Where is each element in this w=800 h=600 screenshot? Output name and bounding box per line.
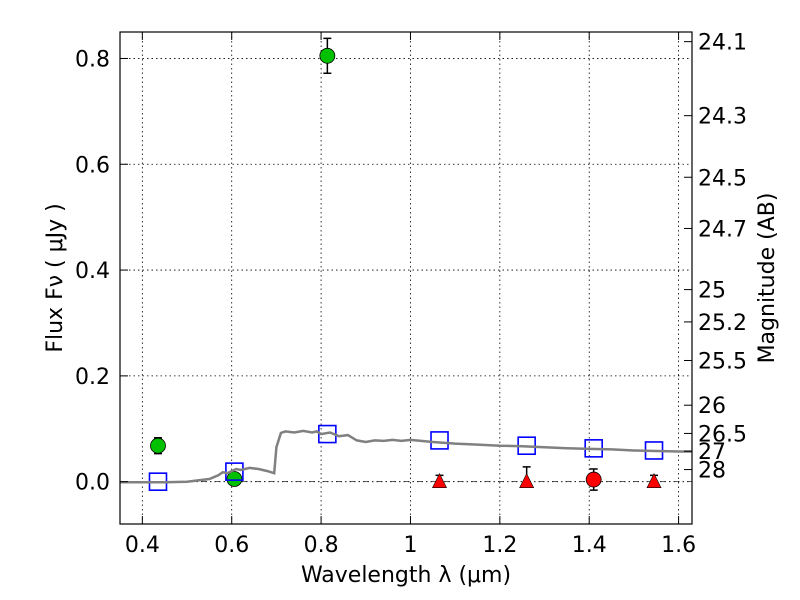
y-tick-label: 0.0 [75, 471, 110, 496]
upper-limit-triangle [432, 473, 448, 488]
mag-tick-label: 25 [698, 279, 726, 304]
data-point-circle [226, 471, 243, 487]
y2-axis-label: Magnitude (AB) [755, 193, 780, 364]
x-axis-label: Wavelength λ (μm) [301, 563, 511, 588]
mag-tick-label: 24.5 [698, 166, 747, 191]
mag-tick-label: 24.7 [698, 217, 747, 242]
data-point-circle [319, 47, 336, 64]
axes-frame [119, 31, 693, 525]
x-tick-label: 1.2 [482, 533, 517, 558]
y-tick-label: 0.2 [75, 365, 110, 390]
x-tick-label: 0.8 [304, 533, 339, 558]
x-tick-label: 1.4 [572, 533, 607, 558]
mag-tick-label: 26 [698, 394, 726, 419]
x-tick-label: 0.6 [214, 533, 249, 558]
mag-tick-label: 24.1 [698, 31, 747, 56]
mag-tick-label: 27 [698, 440, 726, 465]
mag-tick-label: 25.5 [698, 349, 747, 374]
model-flux-square [430, 431, 449, 450]
y-tick-label: 0.4 [75, 259, 110, 284]
ticks [120, 32, 692, 524]
y-axis-label: Flux Fν ( μJy ) [43, 203, 68, 352]
mag-tick-label: 25.2 [698, 311, 747, 336]
mag-tick-label: 28 [698, 459, 726, 484]
tick-labels: 0.4 0.6 0.8 1 1.2 1.4 1.6 0.0 0.2 0.4 0.6 0.8 24.1 24… [75, 31, 747, 558]
upper-limit-triangle [519, 473, 535, 488]
upper-limit-triangle [646, 473, 662, 488]
x-tick-label: 0.4 [125, 533, 160, 558]
model-spectrum-line [120, 429, 692, 484]
plot-area [120, 37, 692, 491]
x-tick-label: 1 [403, 533, 417, 558]
data-point-circle [585, 471, 602, 488]
data-point-circle [150, 437, 166, 454]
mag-tick-label: 26.5 [698, 422, 747, 447]
y-tick-label: 0.8 [75, 47, 110, 72]
y-tick-label: 0.6 [75, 153, 110, 178]
mag-tick-label: 24.3 [698, 105, 747, 130]
x-tick-label: 1.6 [661, 533, 696, 558]
